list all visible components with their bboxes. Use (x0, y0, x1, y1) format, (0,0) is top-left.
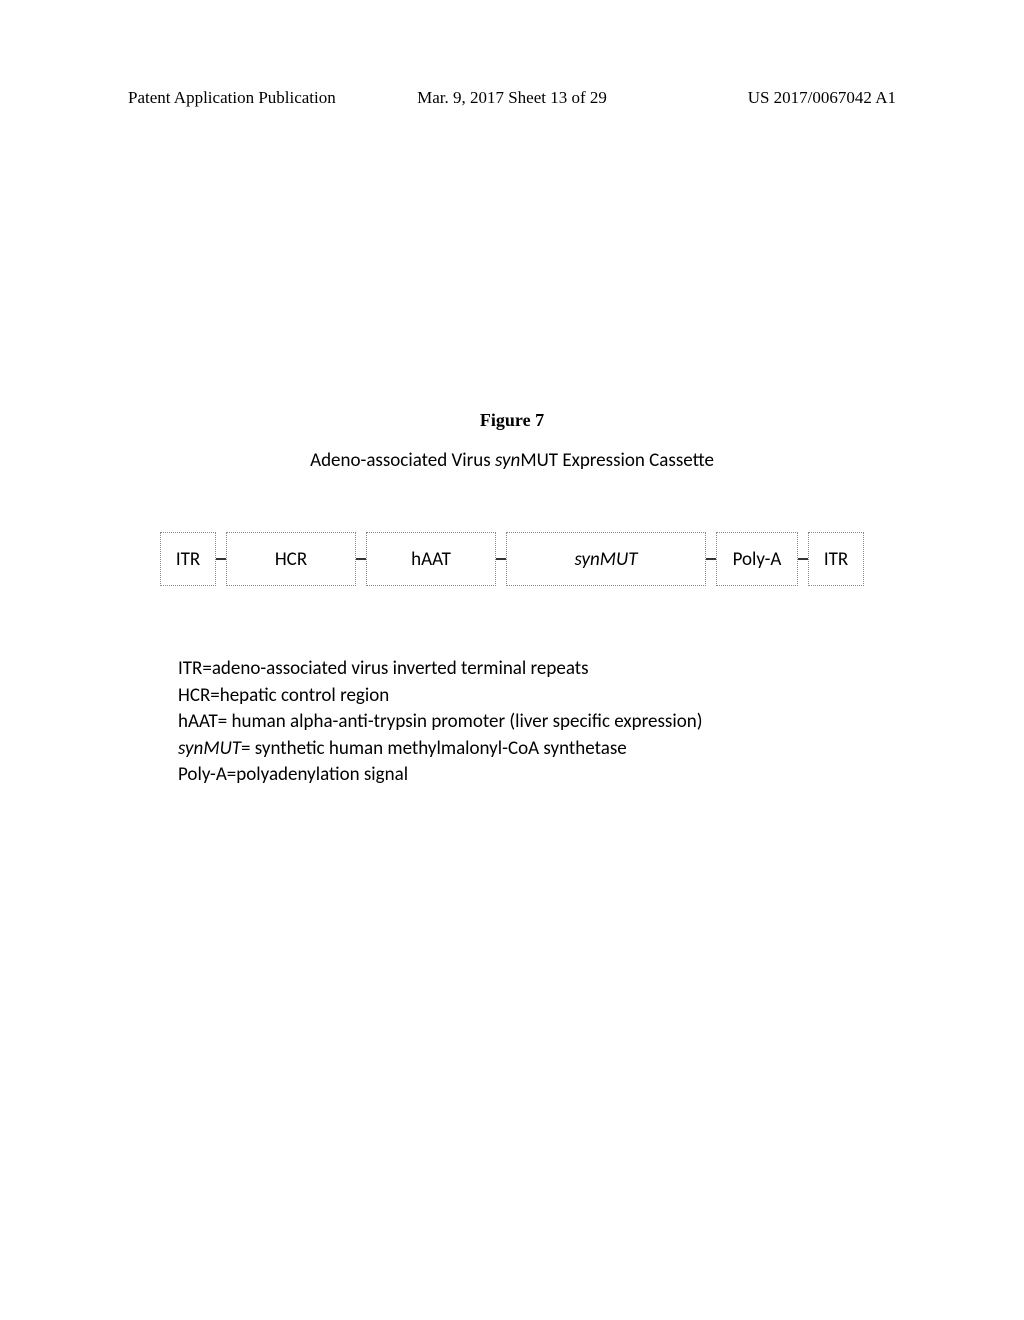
expression-cassette-diagram: ITRHCRhAATsynMUTPoly-AITR (130, 532, 894, 586)
page: Patent Application Publication Mar. 9, 2… (0, 0, 1024, 1320)
legend-line: Poly-A=polyadenylation signal (178, 762, 894, 789)
connector (496, 558, 506, 560)
legend-line: hAAT= human alpha-anti-trypsin promoter … (178, 709, 894, 736)
connector (216, 558, 226, 560)
figure-subtitle: Adeno-associated Virus synMUT Expression… (130, 449, 894, 472)
subtitle-prefix: Adeno-associated Virus (310, 449, 495, 472)
header-center: Mar. 9, 2017 Sheet 13 of 29 (417, 88, 607, 108)
legend: ITR=adeno-associated virus inverted term… (178, 656, 894, 789)
subtitle-suffix: MUT Expression Cassette (520, 449, 714, 472)
cassette-box-synmut: synMUT (506, 532, 706, 586)
legend-line: synMUT= synthetic human methylmalonyl-Co… (178, 736, 894, 763)
cassette-box-haat: hAAT (366, 532, 496, 586)
connector (706, 558, 716, 560)
figure-title: Figure 7 (130, 410, 894, 431)
legend-line: HCR=hepatic control region (178, 683, 894, 710)
cassette-box-poly-a: Poly-A (716, 532, 798, 586)
cassette-box-itr: ITR (160, 532, 216, 586)
connector (798, 558, 808, 560)
header-right: US 2017/0067042 A1 (748, 88, 896, 108)
subtitle-italic: syn (495, 449, 520, 472)
legend-line: ITR=adeno-associated virus inverted term… (178, 656, 894, 683)
connector (356, 558, 366, 560)
header-left: Patent Application Publication (128, 88, 336, 108)
figure-content: Figure 7 Adeno-associated Virus synMUT E… (130, 410, 894, 789)
cassette-box-hcr: HCR (226, 532, 356, 586)
cassette-box-itr: ITR (808, 532, 864, 586)
page-header: Patent Application Publication Mar. 9, 2… (128, 88, 896, 108)
